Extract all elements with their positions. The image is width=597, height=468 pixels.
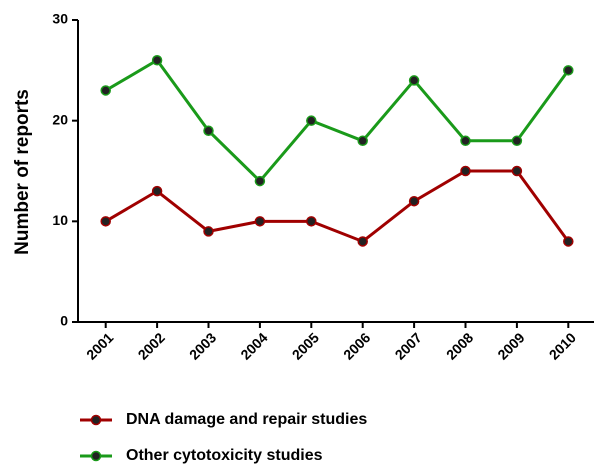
x-tick-label: 2005: [289, 329, 322, 362]
x-tick-label: 2007: [391, 329, 424, 362]
legend-label: Other cytotoxicity studies: [126, 447, 323, 464]
data-point: [563, 236, 574, 247]
data-point: [100, 85, 111, 96]
data-point: [460, 165, 471, 177]
data-point: [460, 135, 471, 147]
legend-marker: [90, 450, 102, 462]
series-line: [104, 169, 570, 244]
data-point: [203, 125, 214, 136]
data-point: [563, 65, 574, 76]
x-tick-label: 2003: [186, 329, 219, 362]
data-point: [357, 236, 368, 247]
data-point: [151, 185, 163, 197]
data-point: [254, 216, 266, 227]
data-point: [151, 55, 163, 66]
x-tick-label: 2002: [134, 329, 167, 362]
y-tick-label: 20: [52, 111, 68, 127]
x-tick-label: 2008: [443, 329, 476, 362]
y-tick-label: 0: [60, 313, 68, 329]
x-tick-label: 2001: [83, 329, 116, 362]
series-line: [104, 58, 570, 184]
y-tick-label: 10: [52, 212, 68, 228]
data-point: [306, 115, 317, 126]
x-tick-label: 2006: [340, 329, 373, 362]
data-point: [306, 216, 317, 227]
data-point: [511, 135, 523, 147]
data-point: [357, 135, 368, 147]
x-tick-label: 2004: [237, 329, 270, 362]
data-point: [203, 226, 214, 237]
y-tick-label: 30: [52, 11, 68, 27]
x-tick-label: 2010: [546, 329, 579, 362]
legend-label: DNA damage and repair studies: [126, 411, 367, 428]
data-point: [254, 175, 266, 187]
data-point: [408, 75, 420, 86]
data-point: [100, 216, 111, 227]
x-tick-label: 2009: [494, 329, 527, 362]
data-point: [408, 195, 420, 207]
legend-marker: [90, 414, 102, 426]
y-axis-label: Number of reports: [12, 89, 33, 255]
data-point: [511, 165, 523, 177]
